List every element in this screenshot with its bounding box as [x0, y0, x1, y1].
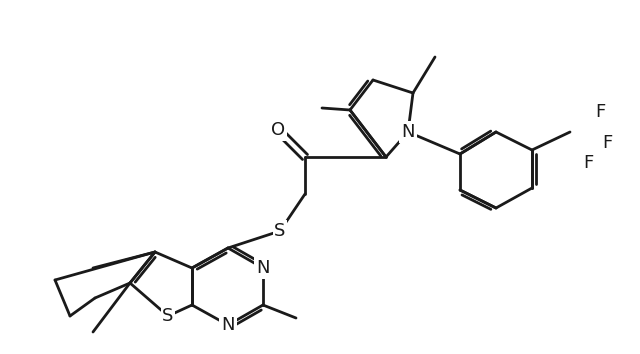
- Text: S: S: [163, 307, 173, 325]
- Text: F: F: [595, 103, 605, 121]
- Text: S: S: [275, 222, 285, 240]
- Text: F: F: [583, 154, 593, 172]
- Text: N: N: [256, 259, 269, 277]
- Text: O: O: [271, 121, 285, 139]
- Text: N: N: [401, 123, 415, 141]
- Text: N: N: [221, 316, 235, 334]
- Text: F: F: [602, 134, 612, 152]
